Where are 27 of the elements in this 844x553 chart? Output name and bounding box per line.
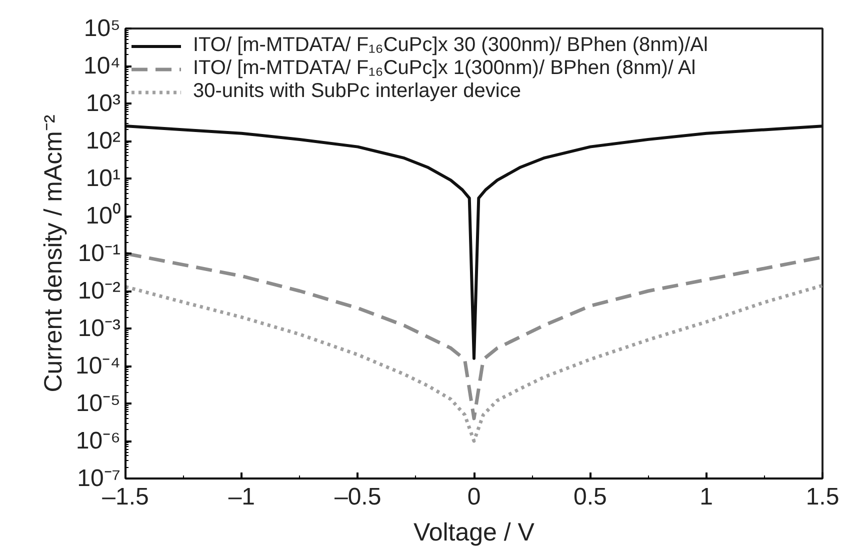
y-tick-label: 10⁻² — [78, 278, 121, 304]
line-series — [126, 124, 822, 360]
x-tick-label: 1 — [700, 484, 714, 510]
legend-label: ITO/ [m-MTDATA/ F₁₆CuPc]x 30 (300nm)/ BPhen (8nm)/Al — [193, 34, 708, 57]
y-tick-label: 10⁴ — [83, 52, 121, 80]
x-tick-label: –1.5 — [102, 484, 149, 510]
line-series — [126, 284, 822, 443]
x-tick-label: 0.5 — [573, 484, 607, 510]
y-tick-label: 10³ — [86, 90, 121, 117]
y-axis-title: Current density / mAcm⁻² — [39, 114, 68, 392]
x-tick-label: 1.5 — [806, 484, 840, 510]
x-tick-label: –0.5 — [334, 484, 382, 510]
y-tick-label: 10² — [86, 128, 121, 154]
x-tick-label: –1 — [228, 484, 256, 510]
x-tick-label: 0 — [467, 484, 481, 510]
y-tick-label: 10¹ — [86, 165, 121, 192]
y-tick-label: 10⁰ — [86, 202, 121, 230]
y-tick-label: 10⁻⁶ — [76, 428, 121, 454]
y-tick-label: 10⁵ — [84, 15, 121, 42]
y-tick-label: 10⁻³ — [78, 315, 121, 342]
legend-label: 30-units with SubPc interlayer device — [193, 80, 521, 103]
x-axis-title: Voltage / V — [414, 518, 535, 546]
line-series — [126, 252, 822, 420]
y-tick-label: 10⁻⁴ — [75, 352, 121, 380]
y-tick-label: 10⁻⁵ — [76, 390, 121, 417]
y-tick-label: 10⁻¹ — [78, 240, 121, 267]
legend-label: ITO/ [m-MTDATA/ F₁₆CuPc]x 1(300nm)/ BPhen (8nm)/ Al — [193, 57, 696, 80]
